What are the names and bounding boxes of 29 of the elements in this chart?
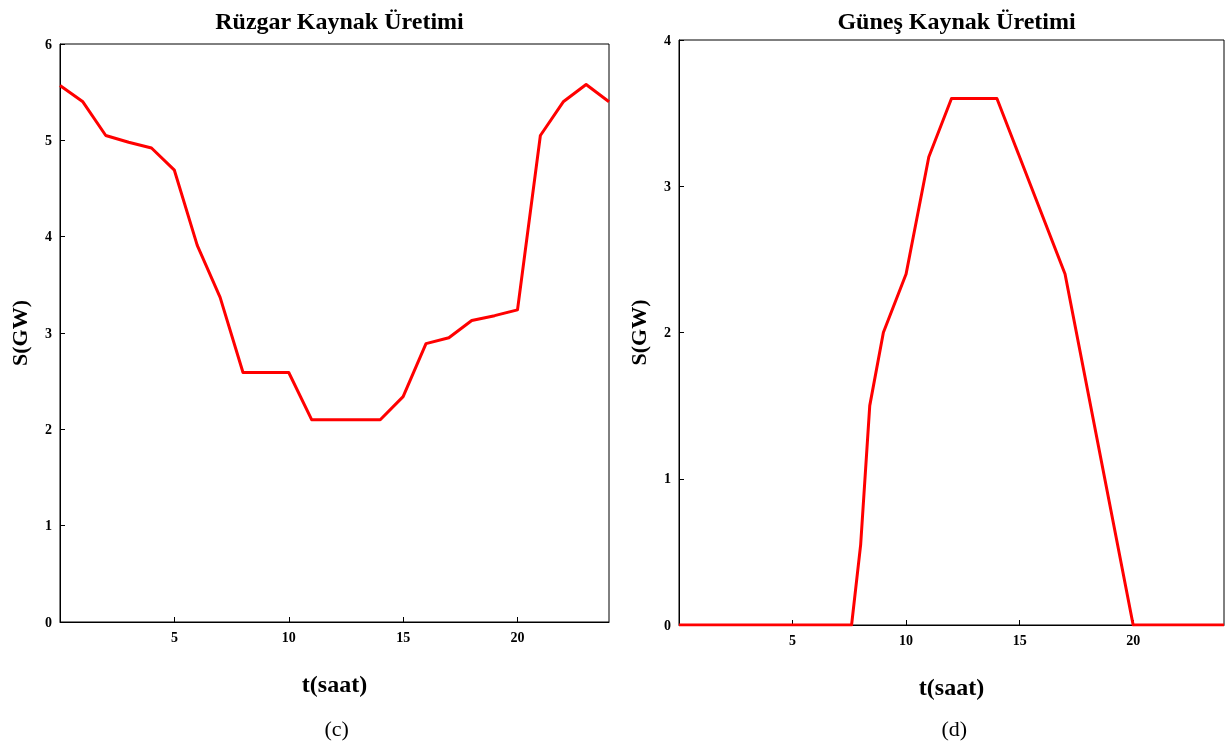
x-axis-title: t(saat): [301, 671, 368, 697]
x-tick-label: 20: [1126, 632, 1141, 648]
y-tick-label: 2: [664, 325, 671, 340]
y-axis-title: S(GW): [625, 299, 651, 366]
x-tick-label: 20: [510, 629, 525, 645]
y-tick-label: 1: [664, 471, 671, 487]
x-tick-label: 5: [170, 629, 178, 645]
y-tick-label: 6: [45, 36, 52, 52]
y-axis-title: S(GW): [6, 300, 32, 366]
line-series: [58, 82, 611, 422]
x-axis-title: t(saat): [918, 674, 985, 700]
y-tick-label: 1: [45, 518, 52, 534]
x-tick-label: 10: [281, 629, 296, 645]
x-tick-label: 10: [899, 632, 914, 648]
y-tick-label: 2: [45, 421, 52, 437]
chart-title: Rüzgar Kaynak Üretimi: [215, 8, 465, 34]
y-tick-label: 3: [664, 178, 671, 194]
y-tick-label: 5: [45, 132, 52, 148]
y-tick-label: 0: [664, 617, 671, 633]
y-tick-label: 0: [45, 614, 52, 630]
y-tick-label: 4: [45, 229, 52, 245]
x-tick-label: 5: [789, 632, 797, 648]
x-tick-label: 15: [396, 629, 411, 645]
text: (d): [941, 715, 968, 741]
chart-title: Güneş Kaynak Üretimi: [837, 8, 1076, 34]
x-tick-label: 15: [1012, 632, 1027, 648]
y-tick-label: 3: [45, 325, 52, 341]
y-tick-label: 4: [664, 32, 671, 48]
text: (c): [324, 715, 349, 741]
